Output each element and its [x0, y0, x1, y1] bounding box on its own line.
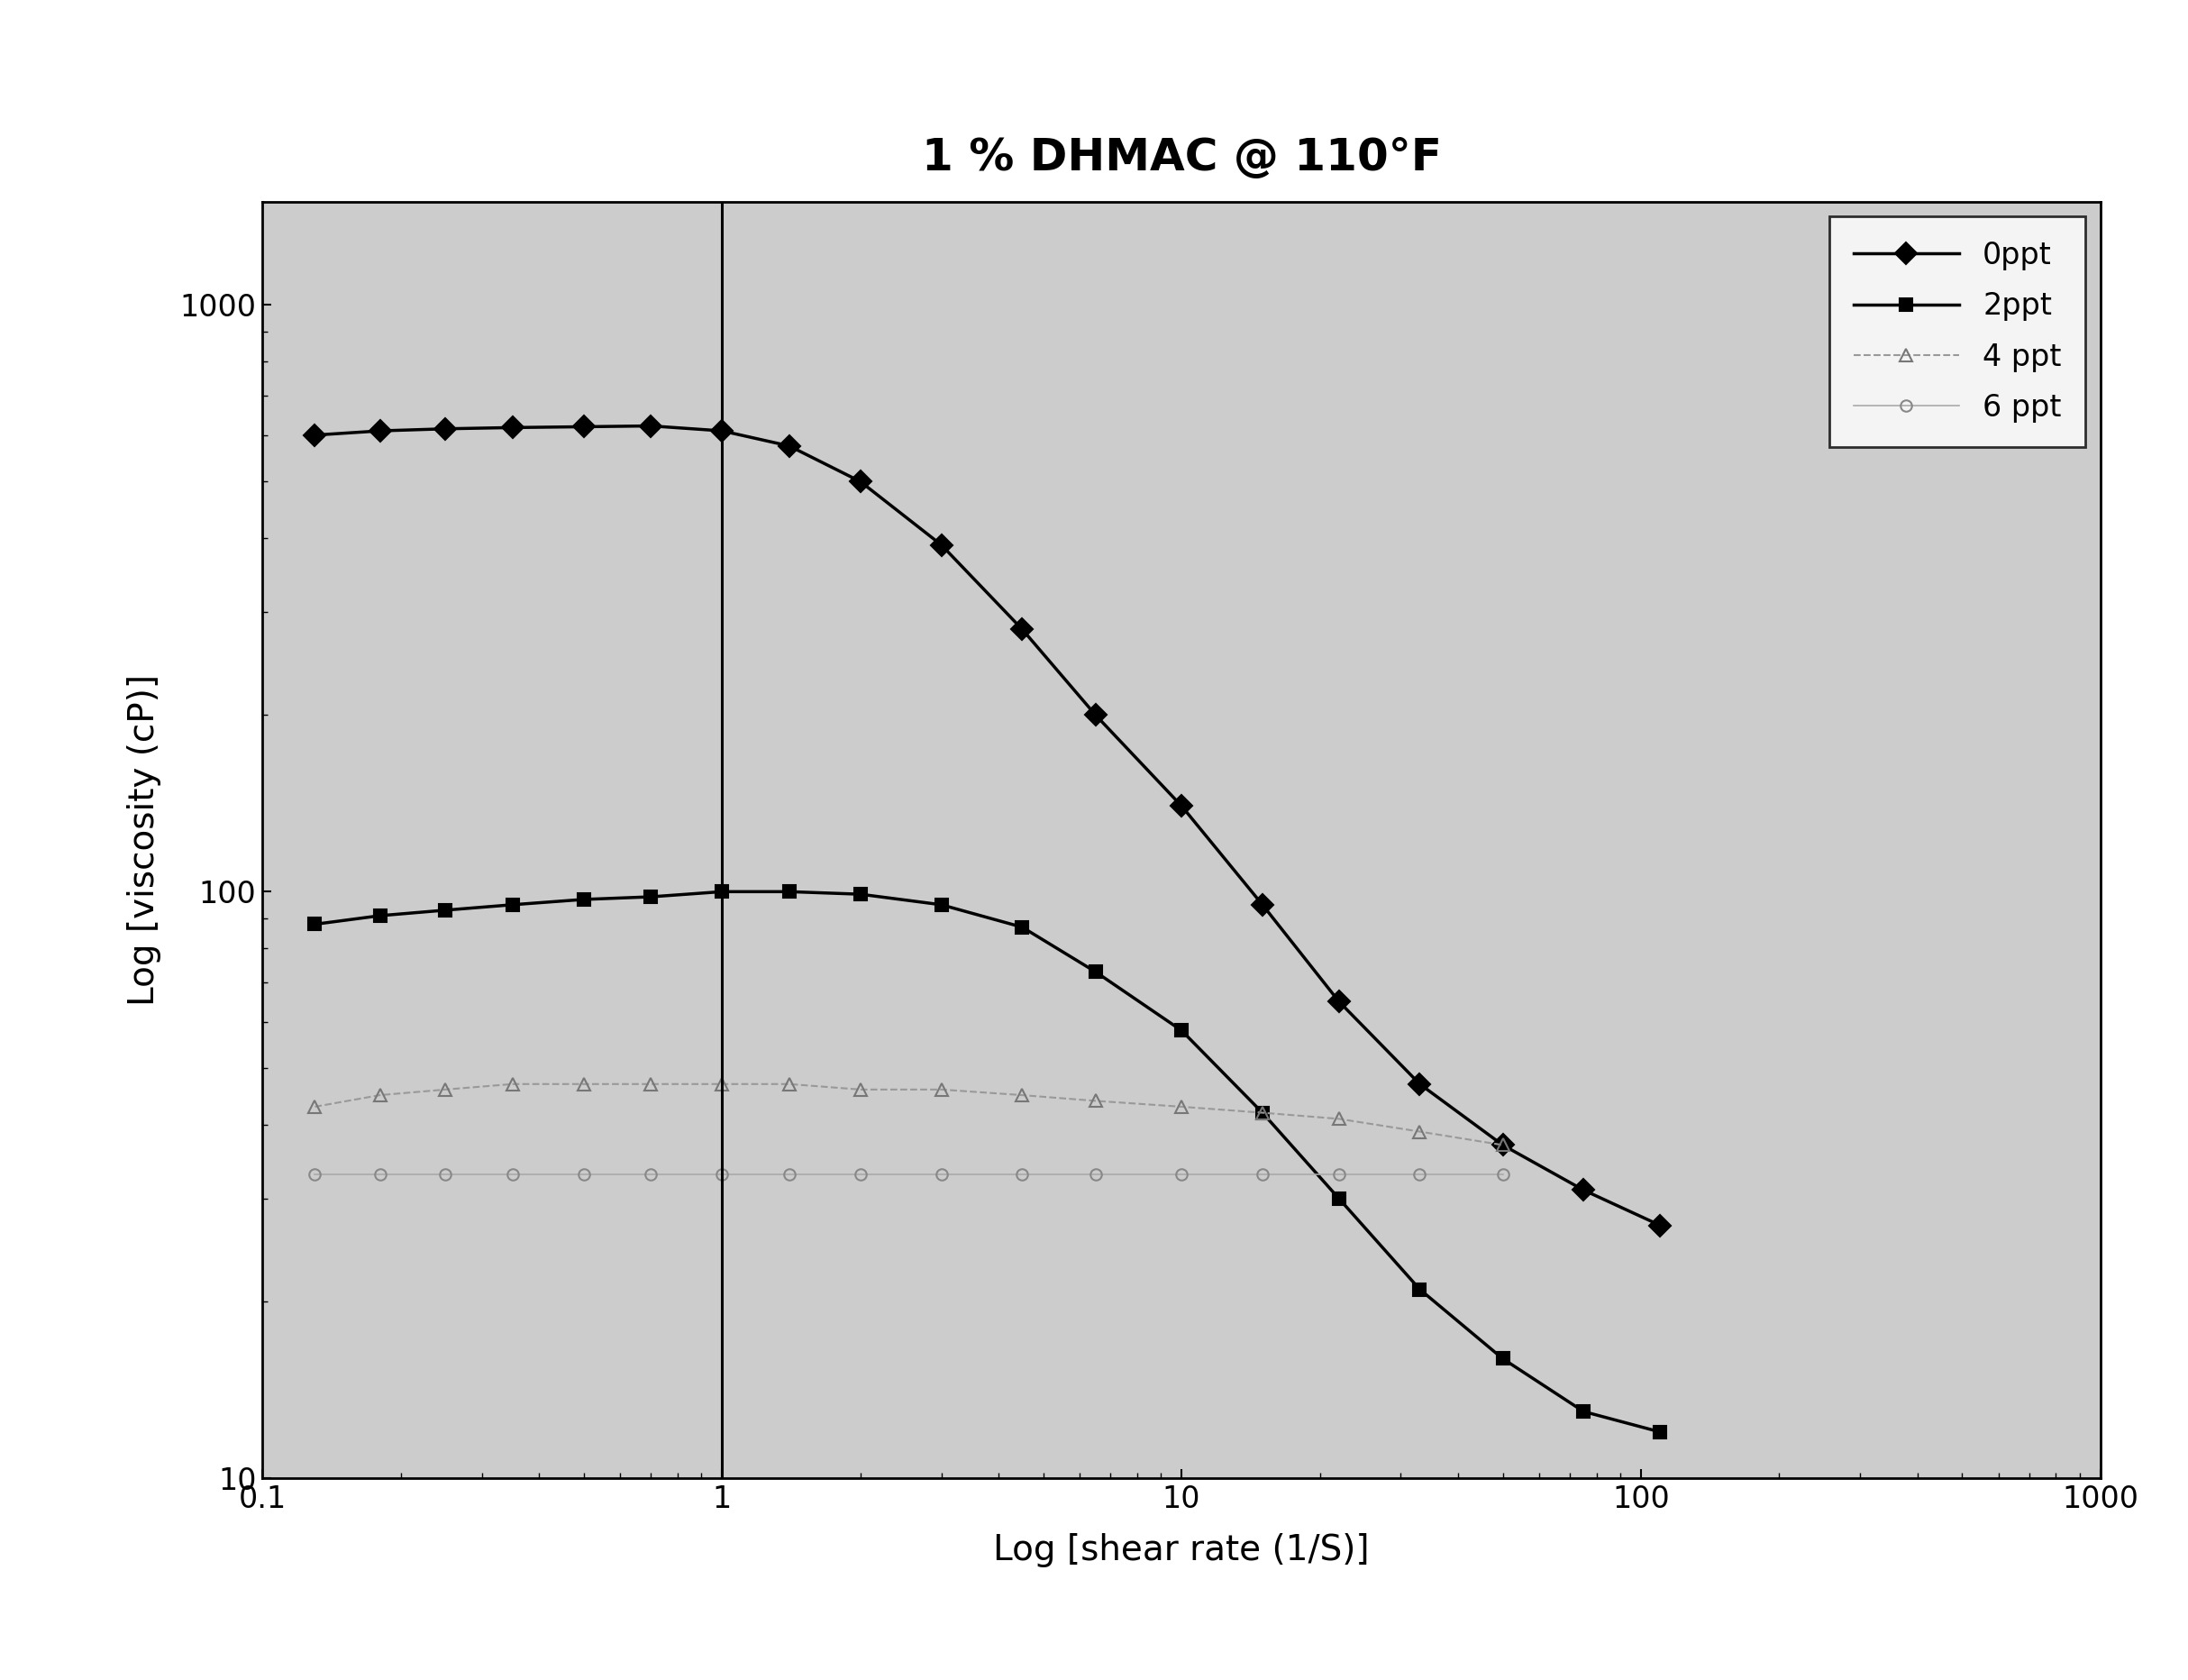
- 0ppt: [777, 435, 803, 455]
- 2ppt: [637, 887, 663, 907]
- 0ppt: [571, 417, 597, 437]
- 0ppt: [637, 417, 663, 437]
- 2ppt: [1168, 1020, 1195, 1040]
- 4 ppt: [1490, 1136, 1516, 1156]
- 6 ppt: [928, 1164, 954, 1184]
- 4 ppt: [302, 1097, 328, 1117]
- Line: 0ppt: 0ppt: [306, 418, 1667, 1233]
- 6 ppt: [1083, 1164, 1109, 1184]
- 4 ppt: [1009, 1085, 1035, 1105]
- 2ppt: [1571, 1401, 1597, 1421]
- 6 ppt: [433, 1164, 459, 1184]
- 6 ppt: [1168, 1164, 1195, 1184]
- 2ppt: [1648, 1421, 1674, 1441]
- Line: 4 ppt: 4 ppt: [309, 1079, 1510, 1151]
- 2ppt: [1009, 917, 1035, 937]
- 4 ppt: [847, 1080, 873, 1100]
- 4 ppt: [571, 1074, 597, 1094]
- 6 ppt: [302, 1164, 328, 1184]
- 6 ppt: [847, 1164, 873, 1184]
- X-axis label: Log [shear rate (1/S)]: Log [shear rate (1/S)]: [993, 1534, 1370, 1567]
- 6 ppt: [709, 1164, 735, 1184]
- 0ppt: [1490, 1136, 1516, 1156]
- 0ppt: [847, 472, 873, 492]
- 2ppt: [777, 882, 803, 902]
- 6 ppt: [1407, 1164, 1433, 1184]
- Title: 1 % DHMAC @ 110°F: 1 % DHMAC @ 110°F: [921, 136, 1442, 180]
- 4 ppt: [1083, 1090, 1109, 1110]
- 0ppt: [1168, 796, 1195, 816]
- 0ppt: [499, 417, 525, 437]
- 4 ppt: [1326, 1109, 1352, 1129]
- 6 ppt: [368, 1164, 394, 1184]
- 0ppt: [709, 420, 735, 440]
- 2ppt: [928, 895, 954, 916]
- 4 ppt: [1168, 1097, 1195, 1117]
- 2ppt: [368, 906, 394, 926]
- 4 ppt: [1407, 1122, 1433, 1142]
- 2ppt: [1490, 1349, 1516, 1369]
- 6 ppt: [571, 1164, 597, 1184]
- 0ppt: [1249, 895, 1276, 916]
- 2ppt: [1326, 1188, 1352, 1208]
- 0ppt: [302, 425, 328, 445]
- 0ppt: [928, 534, 954, 554]
- 2ppt: [1083, 961, 1109, 981]
- 2ppt: [709, 882, 735, 902]
- 0ppt: [1009, 620, 1035, 640]
- 0ppt: [1326, 991, 1352, 1011]
- 6 ppt: [1326, 1164, 1352, 1184]
- 2ppt: [1407, 1278, 1433, 1299]
- 0ppt: [1648, 1215, 1674, 1235]
- 6 ppt: [777, 1164, 803, 1184]
- 6 ppt: [637, 1164, 663, 1184]
- 0ppt: [368, 420, 394, 440]
- 4 ppt: [368, 1085, 394, 1105]
- 2ppt: [499, 895, 525, 916]
- 2ppt: [433, 900, 459, 921]
- 4 ppt: [499, 1074, 525, 1094]
- 2ppt: [1249, 1102, 1276, 1122]
- Line: 2ppt: 2ppt: [309, 885, 1667, 1438]
- 0ppt: [1407, 1074, 1433, 1094]
- Legend: 0ppt, 2ppt, 4 ppt, 6 ppt: 0ppt, 2ppt, 4 ppt, 6 ppt: [1829, 217, 2085, 447]
- 2ppt: [302, 914, 328, 934]
- 0ppt: [433, 418, 459, 438]
- 6 ppt: [1249, 1164, 1276, 1184]
- 6 ppt: [1490, 1164, 1516, 1184]
- 4 ppt: [433, 1080, 459, 1100]
- 4 ppt: [709, 1074, 735, 1094]
- Line: 6 ppt: 6 ppt: [309, 1169, 1508, 1179]
- 0ppt: [1571, 1179, 1597, 1200]
- 2ppt: [571, 889, 597, 909]
- 4 ppt: [637, 1074, 663, 1094]
- 0ppt: [1083, 706, 1109, 726]
- 6 ppt: [1009, 1164, 1035, 1184]
- 4 ppt: [928, 1080, 954, 1100]
- 6 ppt: [499, 1164, 525, 1184]
- 4 ppt: [777, 1074, 803, 1094]
- 2ppt: [847, 884, 873, 904]
- Y-axis label: Log [viscosity (cP)]: Log [viscosity (cP)]: [127, 674, 162, 1006]
- 4 ppt: [1249, 1102, 1276, 1122]
